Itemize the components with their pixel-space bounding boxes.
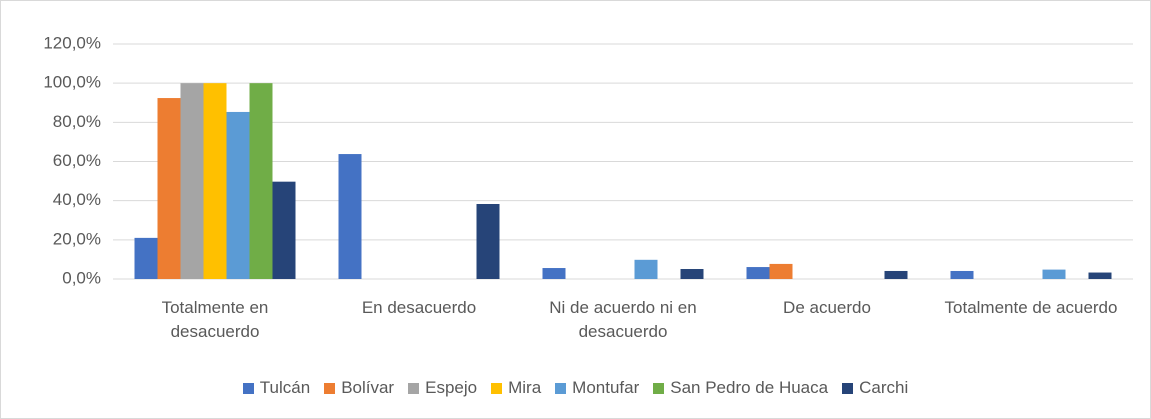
legend-item: Mira	[491, 378, 541, 398]
y-tick-label: 40,0%	[53, 190, 101, 209]
legend-item: Bolívar	[324, 378, 394, 398]
legend-label: Bolívar	[341, 378, 395, 397]
bar	[769, 263, 793, 279]
bar	[476, 203, 500, 279]
x-tick-label: En desacuerdo	[361, 298, 477, 317]
x-tick-label: De acuerdo	[783, 298, 871, 317]
bar	[157, 98, 181, 279]
bar	[180, 83, 204, 280]
y-tick-label: 20,0%	[53, 229, 101, 248]
bar	[634, 259, 658, 279]
bar	[950, 270, 974, 279]
legend-label: Mira	[508, 378, 542, 397]
legend-swatch	[555, 382, 567, 394]
legend-swatch	[842, 382, 854, 394]
y-tick-label: 120,0%	[43, 33, 101, 52]
bar	[338, 154, 362, 279]
bar	[249, 83, 273, 280]
bar	[884, 270, 908, 279]
legend-swatch	[408, 382, 420, 394]
legend-label: Tulcán	[259, 378, 311, 397]
legend-label: Montufar	[572, 378, 640, 397]
legend-item: Espejo	[408, 378, 477, 398]
legend-item: Tulcán	[242, 378, 311, 398]
legend-label: Espejo	[425, 378, 478, 397]
bar	[272, 181, 296, 279]
bar	[203, 83, 227, 280]
legend-item: Montufar	[555, 378, 639, 398]
y-tick-label: 60,0%	[53, 151, 101, 170]
legend: Tulcán Bolívar Espejo Mira Montufar San Pedro…	[0, 378, 1151, 398]
y-tick-label: 0,0%	[62, 268, 101, 287]
y-tick-label: 100,0%	[43, 73, 101, 92]
bar	[134, 237, 158, 279]
bar	[542, 268, 566, 279]
legend-label: San Pedro de Huaca	[670, 378, 829, 397]
legend-swatch	[242, 382, 254, 394]
bar	[680, 269, 704, 279]
x-tick-label: Ni de acuerdo ni en desacuerdo	[549, 298, 697, 341]
legend-swatch	[491, 382, 503, 394]
y-tick-label: 80,0%	[53, 112, 101, 131]
x-tick-label: Totalmente de acuerdo	[944, 298, 1118, 317]
legend-swatch	[653, 382, 665, 394]
x-tick-label: Totalmente en desacuerdo	[161, 298, 269, 341]
bar	[226, 111, 250, 280]
bar	[1042, 269, 1066, 279]
legend-label: Carchi	[859, 378, 909, 397]
legend-item: San Pedro de Huaca	[653, 378, 828, 398]
bar	[1088, 272, 1112, 279]
legend-item: Carchi	[842, 378, 908, 398]
legend-swatch	[324, 382, 336, 394]
bar	[746, 267, 770, 279]
